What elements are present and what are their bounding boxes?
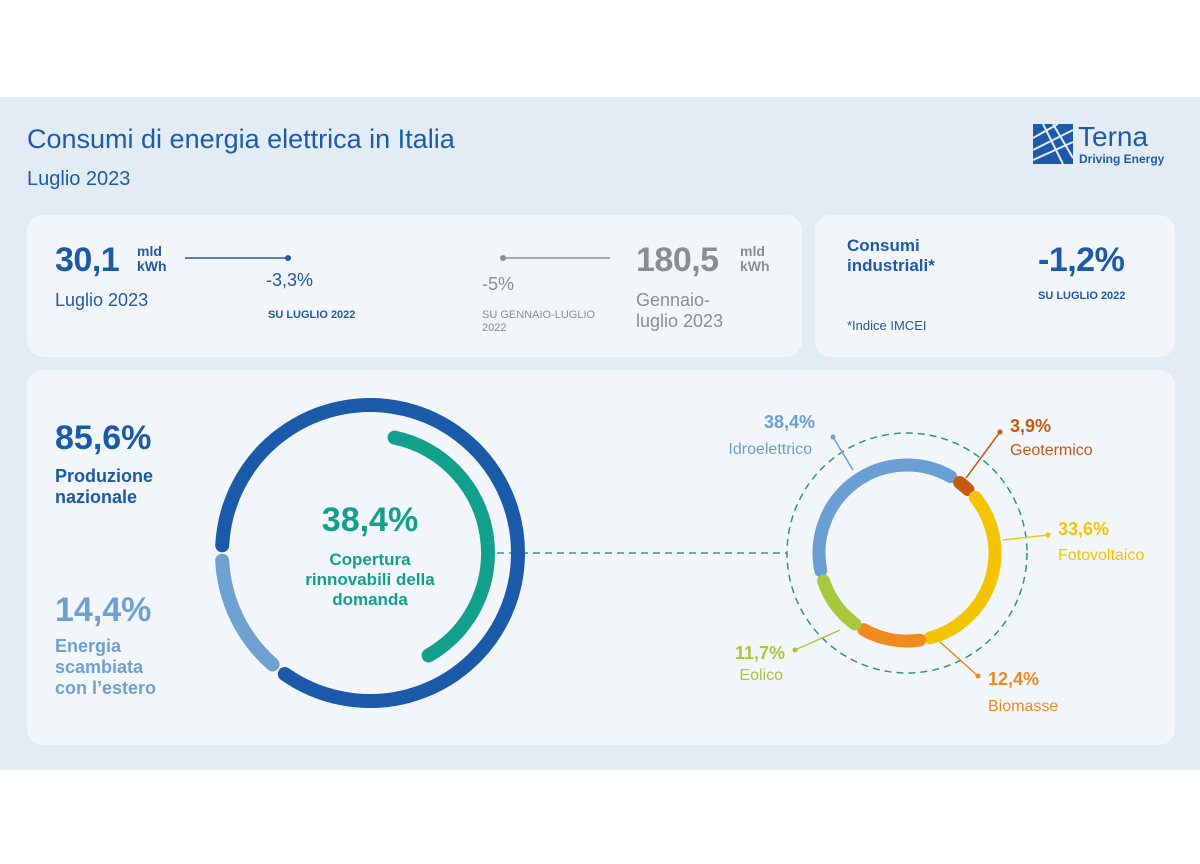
donut-segment bbox=[953, 475, 975, 496]
kpi-unit: mld kWh bbox=[137, 243, 167, 275]
value-label: 14,4% bbox=[55, 591, 152, 629]
value-label: 38,4% bbox=[763, 412, 815, 432]
value-label: 3,9% bbox=[1010, 416, 1052, 436]
leaders bbox=[792, 429, 1051, 679]
donut-segment bbox=[817, 574, 862, 631]
kpi-note: *Indice IMCEI bbox=[847, 318, 927, 333]
kpi-value: 180,5 bbox=[636, 241, 719, 279]
kpi-change-ref: SU LUGLIO 2022 bbox=[268, 309, 356, 321]
connector-dot bbox=[500, 255, 506, 261]
title: Consumi di energia elettrica in Italia bbox=[27, 124, 455, 154]
kpi-change: -5% bbox=[482, 274, 515, 294]
kpi-period: Luglio 2023 bbox=[55, 290, 149, 310]
logo-tagline: Driving Energy bbox=[1079, 152, 1165, 166]
center-value: 38,4% bbox=[321, 501, 419, 539]
donut-segment bbox=[215, 553, 280, 672]
category-label: Energia scambiata con l’estero bbox=[55, 636, 157, 699]
category-label: Produzione nazionale bbox=[55, 466, 153, 508]
kpi-change: -3,3% bbox=[266, 270, 314, 290]
category-label: Biomasse bbox=[988, 698, 1059, 715]
card bbox=[27, 215, 802, 357]
value-label: 33,6% bbox=[1058, 519, 1110, 539]
logo-icon bbox=[1032, 123, 1074, 165]
kpi-value: 30,1 bbox=[55, 241, 120, 279]
donut-segment bbox=[812, 458, 958, 578]
kpi-change-ref: SU LUGLIO 2022 bbox=[1038, 290, 1126, 302]
value-label: 11,7% bbox=[734, 643, 785, 663]
card bbox=[815, 215, 1175, 357]
center-label: Copertura rinnovabili della domanda bbox=[305, 550, 435, 610]
category-label: Idroelettrico bbox=[728, 441, 812, 458]
connector-dot bbox=[285, 255, 291, 261]
logo-name: Terna bbox=[1078, 121, 1149, 152]
category-label: Eolico bbox=[739, 667, 783, 684]
kpi-label: Consumi industriali* bbox=[847, 236, 935, 276]
category-label: Fotovoltaico bbox=[1058, 547, 1145, 564]
value-label: 12,4% bbox=[988, 669, 1040, 689]
donut-segment bbox=[923, 490, 1002, 645]
donut-segment bbox=[215, 398, 525, 708]
category-label: Geotermico bbox=[1010, 442, 1093, 459]
dashed-ring bbox=[786, 432, 1028, 674]
donut-segment bbox=[857, 623, 927, 648]
inner-arc bbox=[387, 430, 495, 663]
value-label: 85,6% bbox=[55, 419, 152, 457]
kpi-value: -1,2% bbox=[1038, 241, 1125, 279]
kpi-unit: mld kWh bbox=[740, 243, 770, 275]
kpi-period: Gennaio-luglio 2023 bbox=[636, 290, 724, 332]
subtitle: Luglio 2023 bbox=[27, 168, 131, 190]
kpi-change-ref: SU GENNAIO-LUGLIO 2022 bbox=[482, 309, 596, 334]
